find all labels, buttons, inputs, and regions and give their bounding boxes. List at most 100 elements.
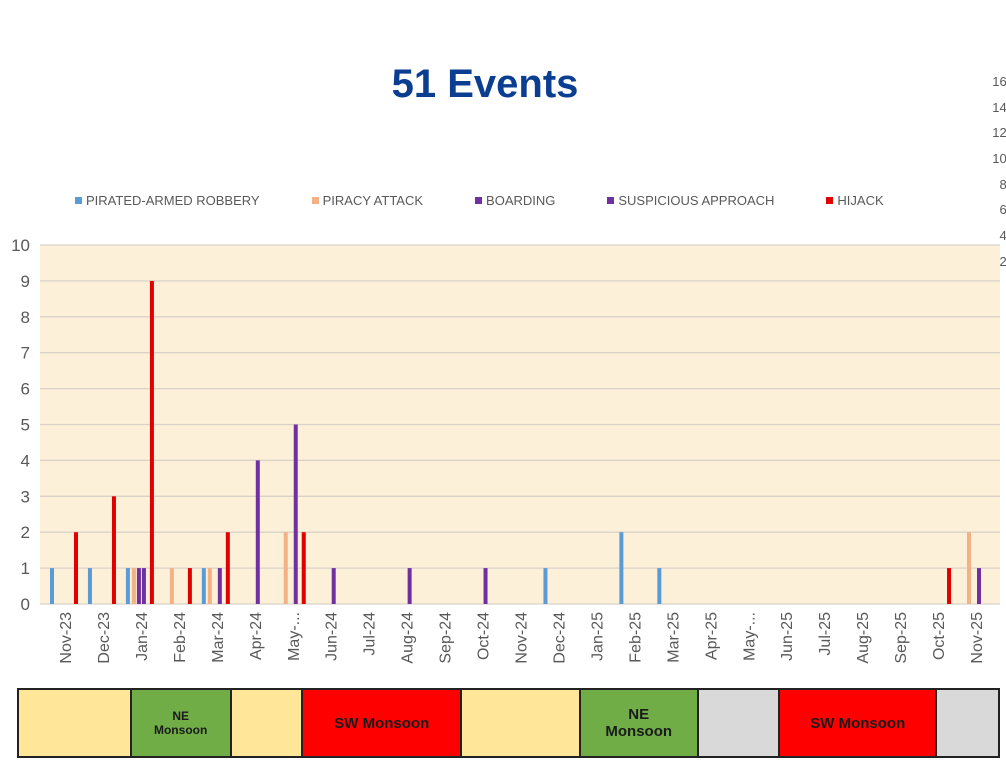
x-tick-label: Sep-24	[438, 612, 455, 664]
x-tick-label: Jun-24	[324, 612, 341, 661]
bar	[87, 568, 92, 604]
y-tick-label: 7	[21, 344, 30, 363]
secondary-tick-label: 60	[999, 202, 1006, 218]
x-tick-label: May-...	[741, 612, 758, 661]
season-segment	[462, 690, 581, 756]
legend-swatch	[475, 197, 483, 204]
bar	[141, 568, 146, 604]
bar	[255, 460, 260, 604]
bar	[293, 424, 298, 604]
season-segment: NE Monsoon	[131, 690, 232, 756]
bar	[131, 568, 136, 604]
bar	[619, 532, 624, 604]
bar	[483, 568, 488, 604]
x-tick-label: Apr-24	[248, 612, 265, 660]
bar	[125, 568, 130, 604]
y-tick-label: 5	[21, 416, 30, 435]
season-label: NE Monsoon	[153, 709, 208, 737]
x-tick-label: Jul-25	[817, 612, 834, 656]
y-tick-label: 6	[21, 380, 30, 399]
x-tick-label: Nov-23	[58, 612, 75, 664]
legend-item: PIRACY ATTACK	[311, 193, 424, 208]
bar	[111, 496, 116, 604]
legend-item: HIJACK	[826, 193, 884, 208]
x-tick-label: Dec-24	[551, 612, 568, 664]
x-tick-label: Apr-25	[703, 612, 720, 660]
bar	[169, 568, 174, 604]
bar	[217, 568, 222, 604]
bar-chart: 0 1 2 3 4 5 6 7 8 9 10 Nov-23 Dec-23 Jan-24 Feb-24 Mar-…	[11, 236, 1000, 664]
x-tick-label: Feb-24	[172, 612, 189, 663]
season-label: SW Monsoon	[810, 714, 906, 732]
bar	[301, 532, 306, 604]
bar	[225, 532, 230, 604]
legend-label: HIJACK	[837, 193, 884, 208]
x-tick-label: Mar-24	[210, 612, 227, 663]
y-tick-label: 3	[21, 487, 30, 506]
x-tick-label: Mar-25	[665, 612, 682, 663]
secondary-tick-label: 120	[992, 125, 1006, 141]
y-tick-label: 10	[11, 236, 30, 255]
x-tick-label: Jul-24	[362, 612, 379, 656]
bar	[201, 568, 206, 604]
secondary-tick-label: 140	[992, 99, 1006, 115]
season-segment: SW Monsoon	[303, 690, 463, 756]
secondary-tick-label: 20	[999, 253, 1006, 269]
bar	[543, 568, 548, 604]
x-tick-label: Oct-24	[476, 612, 493, 660]
x-tick-label: Jan-25	[589, 612, 606, 661]
bar	[50, 568, 54, 604]
legend-label: PIRATED-ARMED ROBBERY	[86, 193, 260, 208]
bar	[407, 568, 412, 604]
x-tick-label: Nov-24	[514, 612, 531, 664]
legend-item: PIRATED-ARMED ROBBERY	[75, 193, 260, 208]
x-tick-label: Jun-25	[779, 612, 796, 661]
y-tick-label: 1	[21, 559, 30, 578]
x-tick-label: Sep-25	[893, 612, 910, 664]
bar	[136, 568, 141, 604]
x-tick-label: Nov-25	[969, 612, 986, 664]
secondary-tick-label: 40	[999, 228, 1006, 244]
legend-label: SUSPICIOUS APPROACH	[618, 193, 775, 208]
bar	[967, 532, 971, 604]
chart-title: 51 Events	[391, 62, 579, 106]
legend-swatch	[311, 197, 319, 204]
bar	[977, 568, 981, 604]
legend-item: BOARDING	[475, 193, 555, 208]
season-segment	[19, 690, 132, 756]
season-segment	[231, 690, 304, 756]
legend-swatch	[607, 197, 615, 204]
season-segment	[937, 690, 998, 756]
legend-label: BOARDING	[486, 193, 556, 208]
y-tick-label: 4	[21, 451, 30, 470]
legend-swatch	[75, 197, 82, 204]
x-tick-label: Jan-24	[134, 612, 151, 661]
bar	[149, 280, 154, 604]
legend-swatch	[826, 197, 834, 204]
x-tick-label: Oct-25	[931, 612, 948, 660]
secondary-tick-label: 160	[992, 74, 1006, 89]
bar	[187, 568, 192, 604]
bar	[283, 532, 288, 604]
x-tick-label: Feb-25	[627, 612, 644, 663]
x-tick-label: Dec-23	[96, 612, 113, 664]
x-tick-label: May-...	[286, 612, 303, 661]
bar	[331, 568, 336, 604]
y-tick-label: 8	[21, 308, 30, 327]
season-segment: SW Monsoon	[780, 690, 938, 756]
y-tick-label: 2	[21, 523, 30, 542]
legend-item: SUSPICIOUS APPROACH	[607, 193, 774, 208]
x-tick-label: Aug-25	[855, 612, 872, 664]
secondary-tick-label: 80	[999, 176, 1006, 192]
secondary-y-axis: 160140120100806040200	[992, 74, 1006, 305]
season-segment: NE Monsoon	[580, 690, 699, 756]
season-label: NE Monsoon	[605, 706, 673, 740]
legend-label: PIRACY ATTACK	[322, 193, 424, 208]
secondary-tick-label: 100	[992, 151, 1006, 167]
y-tick-label: 9	[21, 272, 30, 291]
season-segment	[698, 690, 781, 756]
season-label: SW Monsoon	[334, 714, 430, 732]
season-band: NE Monsoon SW Monsoon NE Monsoon SW Monsoon	[17, 688, 1000, 758]
bar	[207, 568, 212, 604]
bar	[657, 568, 662, 604]
